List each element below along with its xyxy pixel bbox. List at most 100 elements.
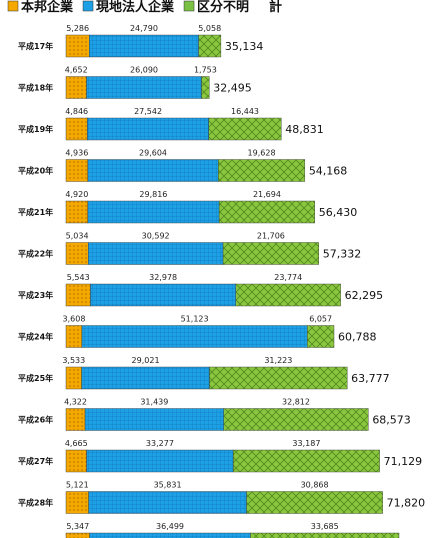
total-label: 57,332 bbox=[323, 248, 362, 261]
bar-segment bbox=[86, 449, 234, 473]
bar-segment bbox=[65, 325, 83, 348]
bar-segment bbox=[65, 200, 88, 224]
bar-segment bbox=[246, 491, 383, 514]
bar-segment bbox=[84, 408, 224, 431]
legend-label: 区分不明 bbox=[197, 0, 249, 15]
value-label: 31,439 bbox=[140, 398, 168, 407]
value-label: 4,920 bbox=[65, 190, 88, 199]
value-label: 29,604 bbox=[139, 149, 167, 158]
category-label: 平成26年 bbox=[18, 415, 53, 425]
bar-segment bbox=[90, 283, 237, 307]
value-label: 32,978 bbox=[149, 273, 177, 282]
value-label: 3,608 bbox=[63, 315, 86, 324]
bar-segment bbox=[65, 117, 88, 141]
bar-segment bbox=[87, 242, 224, 265]
bar-segment bbox=[65, 366, 82, 390]
legend-swatch bbox=[82, 0, 94, 12]
value-label: 32,812 bbox=[282, 398, 310, 407]
bar-segment bbox=[198, 34, 222, 58]
category-label: 平成28年 bbox=[18, 498, 53, 508]
value-label: 30,868 bbox=[301, 481, 329, 490]
bar-segment bbox=[201, 76, 210, 99]
value-label: 4,846 bbox=[65, 107, 88, 116]
total-label: 68,573 bbox=[372, 414, 411, 427]
legend-label: 本邦企業 bbox=[21, 0, 74, 15]
bar-segment bbox=[65, 242, 89, 265]
bar-segment bbox=[218, 200, 315, 224]
value-label: 5,347 bbox=[66, 522, 89, 531]
value-label: 4,665 bbox=[65, 439, 88, 448]
value-label: 4,936 bbox=[65, 149, 88, 158]
bar-segment bbox=[65, 159, 88, 182]
category-label: 平成22年 bbox=[18, 249, 53, 259]
bar-segment bbox=[233, 449, 380, 473]
total-label: 32,495 bbox=[213, 82, 252, 95]
value-label: 29,021 bbox=[132, 356, 160, 365]
total-label: 48,831 bbox=[285, 123, 324, 136]
category-label: 平成17年 bbox=[18, 41, 53, 51]
total-label: 63,777 bbox=[351, 372, 390, 385]
value-label: 30,592 bbox=[142, 232, 170, 241]
total-label: 56,430 bbox=[319, 206, 358, 219]
value-label: 4,322 bbox=[64, 398, 87, 407]
category-label: 平成19年 bbox=[18, 124, 53, 134]
value-label: 33,187 bbox=[292, 439, 320, 448]
bar-segment bbox=[81, 325, 308, 348]
bar-segment bbox=[65, 491, 89, 514]
value-label: 1,753 bbox=[194, 66, 217, 75]
category-label: 平成23年 bbox=[18, 290, 53, 300]
legend-total-label: 計 bbox=[269, 0, 282, 15]
bar-segment bbox=[86, 76, 202, 99]
bar-segment bbox=[218, 159, 306, 182]
bar-segment bbox=[81, 366, 210, 390]
legend-swatch bbox=[183, 0, 195, 12]
total-label: 62,295 bbox=[345, 289, 384, 302]
category-label: 平成24年 bbox=[18, 332, 53, 342]
bar-segment bbox=[209, 366, 348, 390]
bar-segment bbox=[88, 491, 247, 514]
category-label: 平成27年 bbox=[18, 456, 53, 466]
value-label: 4,652 bbox=[65, 66, 88, 75]
category-label: 平成18年 bbox=[18, 83, 53, 93]
value-label: 24,790 bbox=[130, 24, 158, 33]
bar-segment bbox=[65, 283, 91, 307]
category-label: 平成25年 bbox=[18, 373, 53, 383]
bar-segment bbox=[89, 34, 199, 58]
value-label: 33,685 bbox=[311, 522, 339, 531]
value-label: 16,443 bbox=[231, 107, 259, 116]
bar-segment bbox=[89, 532, 251, 538]
value-label: 27,542 bbox=[134, 107, 162, 116]
value-label: 33,277 bbox=[146, 439, 174, 448]
bar-segment bbox=[208, 117, 282, 141]
bar-segment bbox=[65, 34, 90, 58]
value-label: 29,816 bbox=[139, 190, 167, 199]
value-label: 35,831 bbox=[154, 481, 182, 490]
value-label: 31,223 bbox=[264, 356, 292, 365]
bar-segment bbox=[223, 408, 369, 431]
legend-swatch bbox=[7, 0, 19, 12]
total-label: 35,134 bbox=[225, 40, 264, 53]
value-label: 6,057 bbox=[309, 315, 332, 324]
category-label: 平成20年 bbox=[18, 166, 53, 176]
bar-segment bbox=[65, 532, 90, 538]
value-label: 51,123 bbox=[181, 315, 209, 324]
total-label: 60,788 bbox=[338, 331, 377, 344]
value-label: 5,034 bbox=[66, 232, 89, 241]
bar-segment bbox=[235, 283, 341, 307]
category-label: 平成21年 bbox=[18, 207, 53, 217]
value-label: 5,543 bbox=[67, 273, 90, 282]
legend-label: 現地法人企業 bbox=[96, 0, 175, 15]
bar-segment bbox=[65, 408, 86, 431]
total-label: 71,129 bbox=[384, 455, 423, 468]
total-label: 54,168 bbox=[309, 165, 348, 178]
bar-segment bbox=[222, 242, 319, 265]
bar-segment bbox=[65, 76, 87, 99]
value-label: 5,058 bbox=[198, 24, 221, 33]
bar-segment bbox=[250, 532, 400, 538]
bar-segment bbox=[65, 449, 87, 473]
value-label: 3,533 bbox=[62, 356, 85, 365]
value-label: 26,090 bbox=[130, 66, 158, 75]
value-label: 19,628 bbox=[248, 149, 276, 158]
value-label: 5,286 bbox=[66, 24, 89, 33]
